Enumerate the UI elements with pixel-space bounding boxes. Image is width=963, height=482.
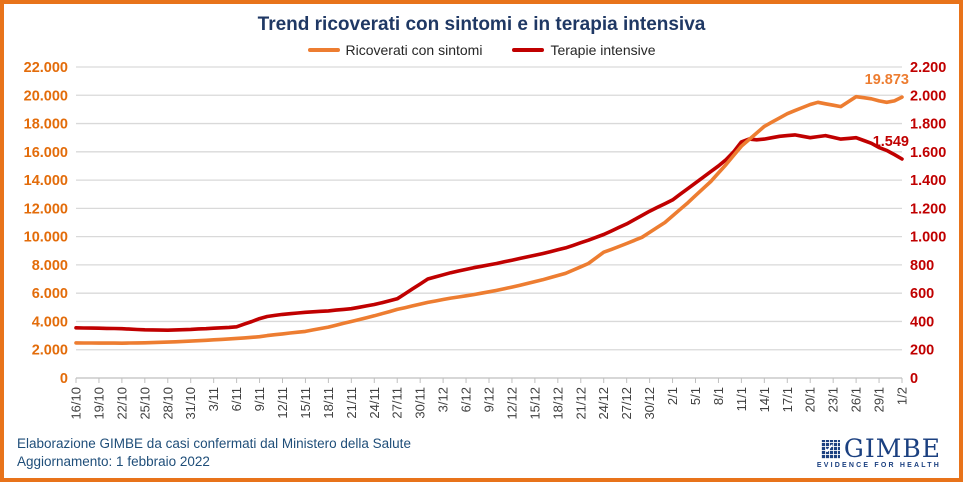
svg-text:22.000: 22.000 bbox=[24, 60, 68, 76]
svg-text:28/10: 28/10 bbox=[160, 387, 175, 420]
svg-text:2.000: 2.000 bbox=[910, 88, 946, 104]
svg-text:2.200: 2.200 bbox=[910, 60, 946, 76]
legend-label-terapie: Terapie intensive bbox=[550, 42, 656, 58]
svg-text:15/11: 15/11 bbox=[298, 387, 313, 419]
svg-text:12/11: 12/11 bbox=[275, 387, 290, 419]
right-axis-labels: 0 200 400 600 800 1.000 1.200 1.400 1.600 1.800 2.… bbox=[910, 60, 946, 387]
svg-text:10.000: 10.000 bbox=[24, 230, 68, 246]
svg-text:3/12: 3/12 bbox=[436, 387, 451, 412]
svg-text:1.000: 1.000 bbox=[910, 230, 946, 246]
svg-text:22/10: 22/10 bbox=[114, 387, 129, 420]
svg-text:6/12: 6/12 bbox=[459, 387, 474, 412]
svg-text:18/11: 18/11 bbox=[321, 387, 336, 419]
legend-swatch-terapie-icon bbox=[512, 47, 545, 53]
svg-text:23/1: 23/1 bbox=[826, 387, 841, 412]
svg-text:6/11: 6/11 bbox=[229, 387, 244, 411]
end-label-terapie: 1.549 bbox=[873, 134, 909, 150]
chart-footer: Elaborazione GIMBE da casi confermati da… bbox=[17, 435, 411, 471]
end-label-ricoverati: 19.873 bbox=[865, 72, 909, 88]
svg-text:9/12: 9/12 bbox=[482, 387, 497, 412]
svg-text:27/12: 27/12 bbox=[619, 387, 634, 420]
svg-text:2.000: 2.000 bbox=[32, 343, 68, 359]
series-line-terapie bbox=[74, 133, 904, 333]
svg-text:18/12: 18/12 bbox=[550, 387, 565, 420]
legend-label-ricoverati: Ricoverati con sintomi bbox=[345, 42, 483, 58]
gridlines bbox=[76, 66, 902, 351]
gimbe-logo-text: GIMBE bbox=[843, 433, 941, 463]
series-line-ricoverati bbox=[74, 94, 904, 346]
svg-text:20.000: 20.000 bbox=[24, 88, 68, 104]
svg-text:30/11: 30/11 bbox=[413, 387, 428, 419]
svg-text:21/12: 21/12 bbox=[573, 387, 588, 420]
svg-text:14/1: 14/1 bbox=[757, 387, 772, 412]
svg-text:8/1: 8/1 bbox=[711, 387, 726, 405]
svg-text:0: 0 bbox=[910, 371, 918, 387]
svg-text:26/1: 26/1 bbox=[849, 387, 864, 412]
svg-text:24/11: 24/11 bbox=[367, 387, 382, 419]
legend-swatch-ricoverati-icon bbox=[307, 47, 340, 53]
svg-text:2/1: 2/1 bbox=[665, 387, 680, 405]
svg-text:3/11: 3/11 bbox=[206, 387, 221, 411]
gimbe-grid-check-icon bbox=[820, 440, 840, 459]
svg-text:25/10: 25/10 bbox=[137, 387, 152, 420]
svg-text:1/2: 1/2 bbox=[895, 387, 910, 405]
svg-text:4.000: 4.000 bbox=[32, 314, 68, 330]
svg-text:11/1: 11/1 bbox=[734, 387, 749, 411]
svg-text:31/10: 31/10 bbox=[183, 387, 198, 420]
left-axis-labels: 0 2.000 4.000 6.000 8.000 10.000 12.000 14.000 1… bbox=[24, 60, 68, 387]
svg-text:21/11: 21/11 bbox=[344, 387, 359, 419]
svg-text:16.000: 16.000 bbox=[24, 145, 68, 161]
svg-text:5/1: 5/1 bbox=[688, 387, 703, 405]
svg-text:27/11: 27/11 bbox=[390, 387, 405, 419]
svg-text:12/12: 12/12 bbox=[504, 387, 519, 420]
svg-text:1.200: 1.200 bbox=[910, 201, 946, 217]
svg-text:6.000: 6.000 bbox=[32, 286, 68, 302]
svg-text:1.400: 1.400 bbox=[910, 173, 946, 189]
svg-text:19/10: 19/10 bbox=[91, 387, 106, 420]
chart-title: Trend ricoverati con sintomi e in terapi… bbox=[257, 14, 706, 35]
svg-text:1.600: 1.600 bbox=[910, 145, 946, 161]
legend-item-terapie: Terapie intensive bbox=[512, 42, 656, 58]
chart-svg: 16/10 19/10 22/10 25/10 28/10 31/10 3/11 6/11 9/… bbox=[24, 60, 947, 420]
svg-text:14.000: 14.000 bbox=[24, 173, 68, 189]
x-axis-labels: 16/10 19/10 22/10 25/10 28/10 31/10 3/11 6/11 9/… bbox=[69, 387, 910, 420]
svg-text:16/10: 16/10 bbox=[69, 387, 84, 420]
svg-text:29/1: 29/1 bbox=[872, 387, 887, 412]
x-axis bbox=[75, 377, 903, 383]
svg-text:0: 0 bbox=[60, 371, 68, 387]
svg-text:24/12: 24/12 bbox=[596, 387, 611, 420]
footer-source-line: Elaborazione GIMBE da casi confermati da… bbox=[17, 435, 411, 451]
gimbe-logo: GIMBE EVIDENCE FOR HEALTH bbox=[816, 433, 941, 469]
svg-text:30/12: 30/12 bbox=[642, 387, 657, 420]
svg-text:200: 200 bbox=[910, 343, 934, 359]
svg-text:400: 400 bbox=[910, 314, 934, 330]
svg-text:8.000: 8.000 bbox=[32, 258, 68, 274]
svg-text:17/1: 17/1 bbox=[780, 387, 795, 412]
chart-legend: Ricoverati con sintomi Terapie intensive bbox=[4, 42, 959, 58]
svg-text:20/1: 20/1 bbox=[803, 387, 818, 412]
footer-updated-line: Aggiornamento: 1 febbraio 2022 bbox=[17, 453, 210, 469]
svg-text:600: 600 bbox=[910, 286, 934, 302]
legend-item-ricoverati: Ricoverati con sintomi bbox=[307, 42, 483, 58]
gimbe-logo-tagline: EVIDENCE FOR HEALTH bbox=[816, 462, 941, 469]
svg-text:1.800: 1.800 bbox=[910, 117, 946, 133]
svg-text:18.000: 18.000 bbox=[24, 117, 68, 133]
svg-text:800: 800 bbox=[910, 258, 934, 274]
svg-text:9/11: 9/11 bbox=[252, 387, 267, 411]
svg-text:15/12: 15/12 bbox=[527, 387, 542, 420]
svg-text:12.000: 12.000 bbox=[24, 201, 68, 217]
